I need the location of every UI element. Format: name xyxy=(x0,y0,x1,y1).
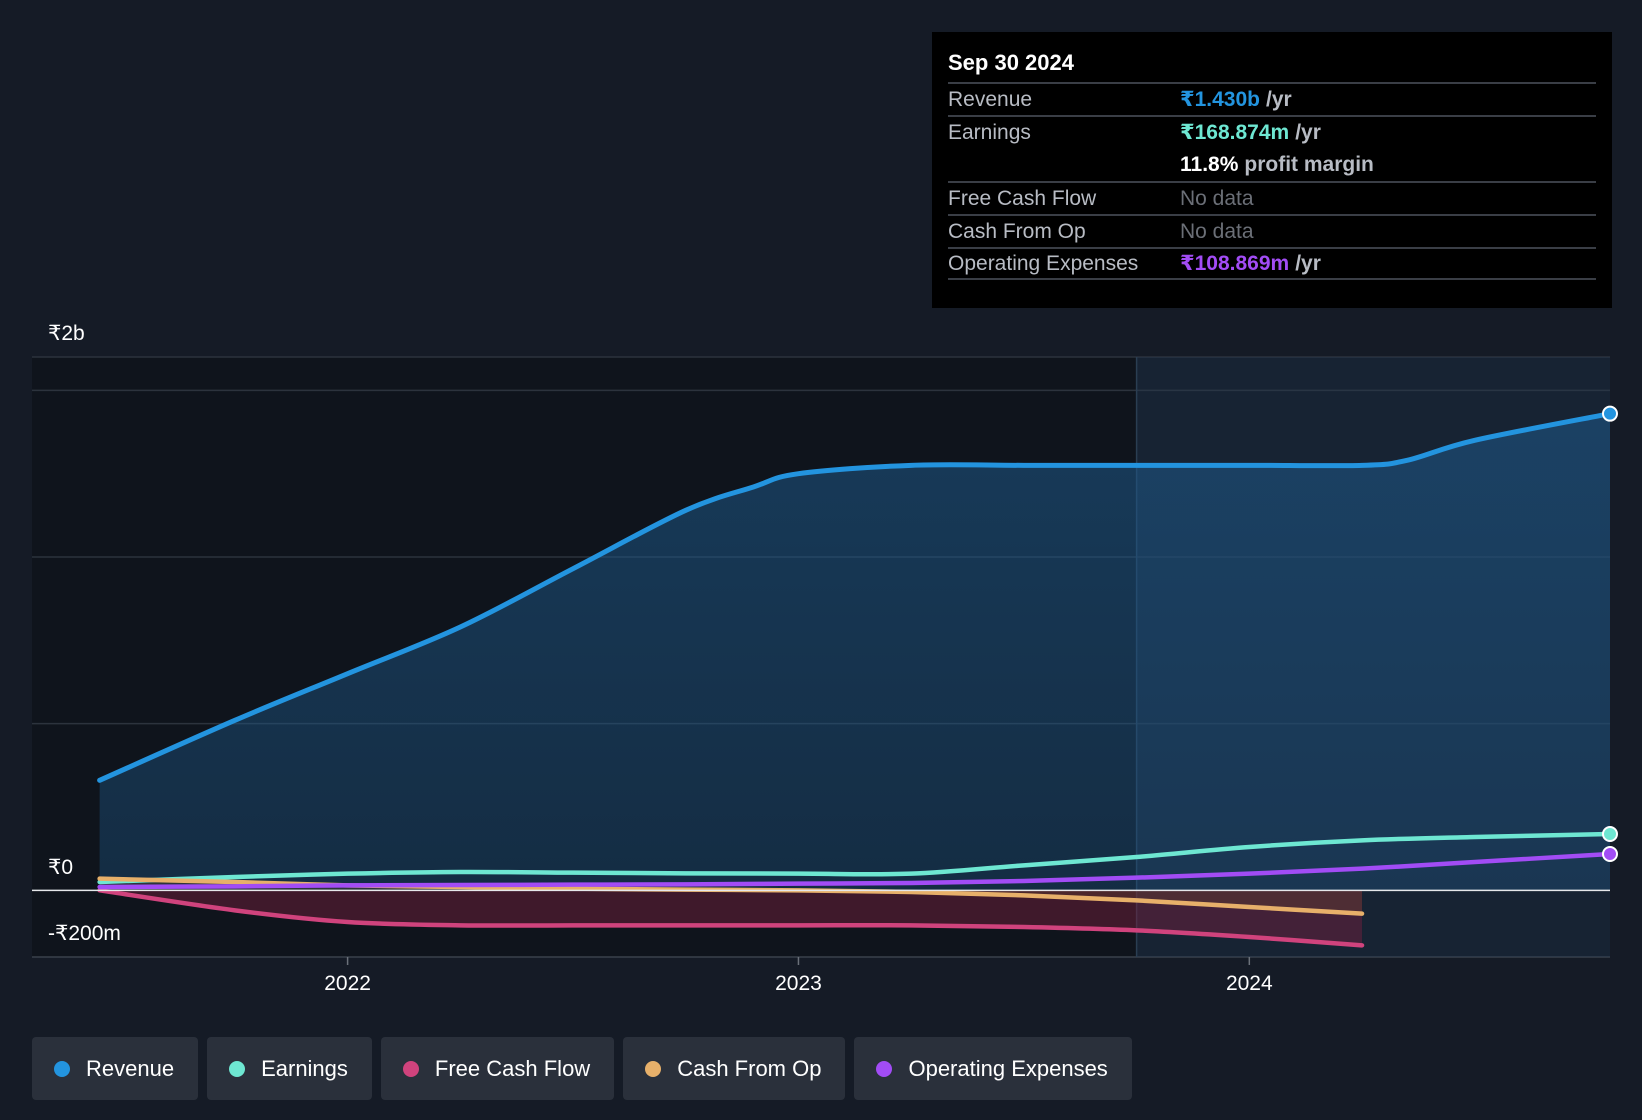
legend-item-operating-expenses[interactable]: Operating Expenses xyxy=(854,1037,1132,1100)
tooltip-label: Cash From Op xyxy=(948,219,1086,243)
marker-earnings xyxy=(1602,826,1618,842)
area-free-cash-flow xyxy=(99,890,1363,946)
legend-item-revenue[interactable]: Revenue xyxy=(32,1037,199,1100)
tooltip-label: Earnings xyxy=(948,120,1031,144)
marker-operating-expenses xyxy=(1602,846,1618,862)
x-tick-label: 2024 xyxy=(1226,972,1273,995)
legend-dot-icon xyxy=(229,1060,246,1077)
legend-label: Cash From Op xyxy=(677,1055,822,1081)
tooltip-value: ₹1.430b xyxy=(1180,88,1260,111)
chart-legend: Revenue Earnings Free Cash Flow Cash Fro… xyxy=(32,1037,1141,1100)
tooltip-unit: profit margin xyxy=(1244,152,1374,176)
area-revenue xyxy=(99,413,1611,891)
tooltip-value: ₹108.869m xyxy=(1180,252,1290,275)
tooltip-row-profit-margin: 11.8% profit margin xyxy=(948,148,1596,181)
x-tick-label: 2022 xyxy=(324,972,371,995)
tooltip-row-operating-expenses: Operating Expenses ₹108.869m /yr xyxy=(948,247,1596,280)
line-operating-expenses xyxy=(97,851,1613,890)
tooltip-value: 11.8% xyxy=(1180,152,1239,176)
legend-label: Free Cash Flow xyxy=(434,1055,591,1081)
legend-item-cash-from-op[interactable]: Cash From Op xyxy=(623,1037,846,1100)
legend-label: Earnings xyxy=(261,1055,348,1081)
legend-item-free-cash-flow[interactable]: Free Cash Flow xyxy=(380,1037,615,1100)
y-tick-label: -₹200m xyxy=(48,922,121,945)
line-revenue xyxy=(97,411,1613,783)
tooltip-label: Revenue xyxy=(948,87,1033,111)
legend-label: Operating Expenses xyxy=(908,1055,1108,1081)
line-free-cash-flow xyxy=(97,888,1365,948)
tooltip-row-earnings: Earnings ₹168.874m /yr xyxy=(948,115,1596,148)
tooltip-panel: Sep 30 2024 Revenue ₹1.430b /yr Earnings… xyxy=(932,32,1612,308)
marker-revenue xyxy=(1602,405,1618,422)
tooltip-value: ₹168.874m xyxy=(1180,121,1290,144)
tooltip-label: Free Cash Flow xyxy=(948,186,1097,210)
tooltip-unit: /yr xyxy=(1295,120,1321,144)
tooltip-label: Operating Expenses xyxy=(948,251,1139,275)
legend-item-earnings[interactable]: Earnings xyxy=(207,1037,372,1100)
legend-dot-icon xyxy=(402,1060,419,1077)
legend-dot-icon xyxy=(876,1060,893,1077)
tooltip-date: Sep 30 2024 xyxy=(948,50,1074,75)
y-tick-label: ₹0 xyxy=(48,856,73,879)
tooltip-row-revenue: Revenue ₹1.430b /yr xyxy=(948,82,1596,115)
tooltip-row-cash-from-op: Cash From Op No data xyxy=(948,214,1596,247)
tooltip-value: No data xyxy=(1180,219,1254,243)
y-tick-label: ₹2b xyxy=(48,322,85,345)
legend-dot-icon xyxy=(645,1060,662,1077)
tooltip-unit: /yr xyxy=(1295,251,1321,275)
legend-dot-icon xyxy=(54,1060,70,1077)
line-earnings xyxy=(97,831,1613,885)
tooltip-value: No data xyxy=(1180,186,1254,210)
legend-label: Revenue xyxy=(86,1055,175,1081)
tooltip-row-free-cash-flow: Free Cash Flow No data xyxy=(948,181,1596,214)
tooltip-unit: /yr xyxy=(1266,87,1292,111)
x-tick-label: 2023 xyxy=(775,972,822,995)
